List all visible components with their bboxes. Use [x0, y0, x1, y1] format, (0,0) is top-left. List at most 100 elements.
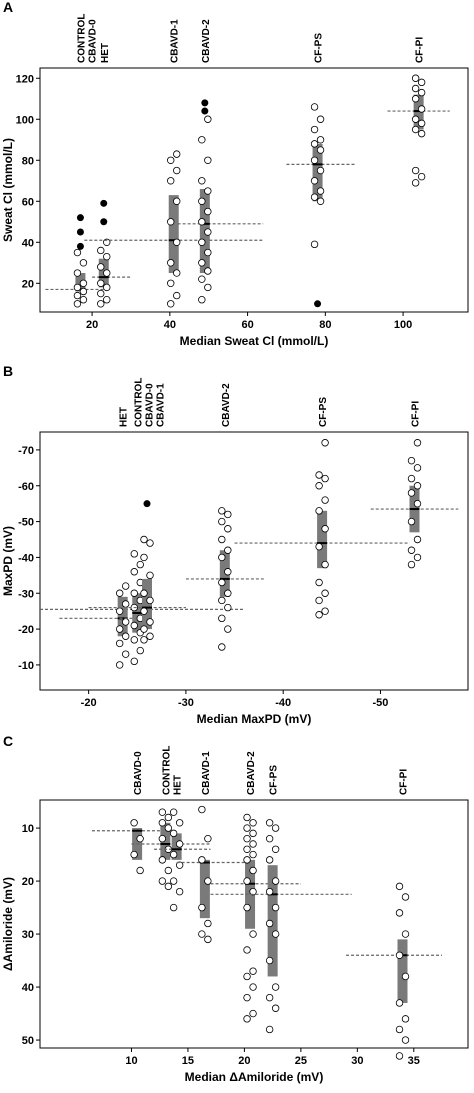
- point: [316, 197, 325, 205]
- point: [218, 596, 226, 605]
- iqr-box: [160, 822, 171, 860]
- point: [115, 639, 124, 648]
- point: [103, 269, 111, 277]
- y-tick-label: -50: [18, 517, 34, 529]
- point: [407, 546, 416, 554]
- point: [271, 824, 280, 832]
- point: [164, 824, 173, 832]
- point: [173, 166, 181, 175]
- point: [204, 919, 212, 928]
- point: [249, 850, 257, 859]
- point: [218, 614, 226, 623]
- x-tick-label: 20: [238, 1055, 250, 1067]
- point: [249, 840, 257, 848]
- point: [315, 578, 323, 587]
- point: [310, 140, 319, 148]
- point: [218, 535, 226, 544]
- point: [411, 115, 420, 123]
- y-tick-label: -60: [18, 481, 34, 493]
- point: [265, 993, 274, 1002]
- point: [204, 267, 212, 275]
- point: [417, 119, 426, 128]
- point: [271, 903, 280, 912]
- point: [218, 517, 226, 526]
- point: [121, 582, 130, 590]
- point: [407, 456, 416, 465]
- x-tick-label: -20: [81, 697, 97, 709]
- group-label: CBAVD-0: [133, 751, 144, 795]
- panel-label: C: [3, 733, 13, 749]
- point: [158, 877, 167, 885]
- point: [103, 252, 111, 261]
- point: [413, 464, 422, 472]
- point: [243, 903, 251, 912]
- point: [271, 930, 280, 938]
- point: [315, 507, 323, 515]
- plot-frame: [39, 799, 469, 1049]
- point: [321, 589, 329, 597]
- point: [316, 115, 325, 123]
- point: [407, 517, 416, 526]
- point: [411, 74, 420, 82]
- point: [173, 150, 181, 158]
- point: [243, 993, 251, 1002]
- point: [115, 589, 124, 597]
- point: [243, 813, 251, 822]
- x-axis-label: Median ΔAmiloride (mV): [185, 1070, 324, 1084]
- point: [265, 956, 274, 965]
- y-tick-label: 20: [22, 278, 34, 290]
- outlier: [100, 199, 108, 207]
- x-tick-label: 100: [394, 319, 412, 331]
- point: [167, 300, 175, 308]
- point: [316, 136, 325, 144]
- point: [158, 819, 167, 827]
- point: [204, 935, 212, 944]
- x-axis-label: Median Sweat Cl (mmol/L): [180, 334, 329, 348]
- point: [316, 187, 325, 195]
- point: [417, 78, 426, 87]
- point: [224, 625, 232, 633]
- point: [407, 560, 416, 569]
- outlier: [314, 300, 322, 308]
- y-tick-label: 120: [16, 73, 34, 85]
- point: [103, 295, 111, 304]
- point: [79, 259, 88, 267]
- iqr-box: [199, 859, 210, 919]
- point: [401, 1015, 410, 1023]
- point: [175, 887, 184, 896]
- y-axis-label: ΔAmiloride (mV): [1, 877, 15, 971]
- iqr-box: [171, 833, 182, 860]
- y-tick-label: 60: [22, 196, 34, 208]
- point: [169, 808, 178, 816]
- point: [204, 283, 212, 292]
- point: [175, 840, 184, 848]
- group-label: HET: [100, 43, 111, 63]
- point: [198, 218, 206, 226]
- point: [140, 625, 148, 633]
- point: [395, 882, 404, 891]
- point: [321, 607, 329, 615]
- point: [411, 95, 420, 103]
- point: [395, 999, 404, 1007]
- point: [321, 474, 329, 483]
- point: [224, 546, 232, 554]
- point: [204, 115, 212, 123]
- x-tick-label: 15: [182, 1055, 194, 1067]
- point: [204, 156, 212, 164]
- x-tick-label: 25: [295, 1055, 307, 1067]
- point: [130, 819, 138, 827]
- point: [401, 893, 410, 901]
- panel-label: A: [3, 0, 13, 15]
- outlier: [201, 99, 209, 107]
- point: [130, 621, 138, 630]
- outlier: [76, 228, 84, 236]
- point: [198, 856, 206, 864]
- point: [218, 507, 226, 515]
- plot-frame: [39, 431, 469, 691]
- point: [243, 824, 251, 832]
- point: [413, 535, 422, 544]
- point: [321, 525, 329, 533]
- point: [407, 474, 416, 483]
- point: [73, 300, 82, 308]
- outlier: [76, 242, 84, 250]
